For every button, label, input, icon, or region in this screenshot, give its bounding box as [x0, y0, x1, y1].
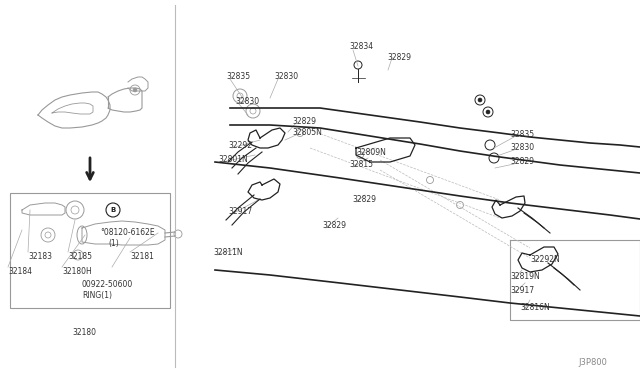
Text: 00922-50600: 00922-50600	[82, 280, 133, 289]
Text: 32917: 32917	[228, 207, 252, 216]
Text: 32805N: 32805N	[292, 128, 322, 137]
Text: 32185: 32185	[68, 252, 92, 261]
Text: 32184: 32184	[8, 267, 32, 276]
Text: 32801N: 32801N	[218, 155, 248, 164]
Circle shape	[133, 88, 137, 92]
Text: 32829: 32829	[387, 53, 411, 62]
Text: 32811N: 32811N	[213, 248, 243, 257]
Text: 32830: 32830	[274, 72, 298, 81]
Text: 32835: 32835	[226, 72, 250, 81]
Text: 32830: 32830	[510, 143, 534, 152]
Text: °08120-6162E: °08120-6162E	[100, 228, 155, 237]
Text: (1): (1)	[108, 239, 119, 248]
Text: 32917: 32917	[510, 286, 534, 295]
Text: 32815: 32815	[349, 160, 373, 169]
Text: 32829: 32829	[322, 221, 346, 230]
Text: 32830: 32830	[235, 97, 259, 106]
Text: B: B	[110, 207, 116, 213]
Text: J3P800: J3P800	[578, 358, 607, 367]
Bar	[10, 193, 170, 308]
Circle shape	[486, 110, 490, 114]
Text: 32819N: 32819N	[510, 272, 540, 281]
Text: 32183: 32183	[28, 252, 52, 261]
Text: 32834: 32834	[349, 42, 373, 51]
Text: 32829: 32829	[352, 195, 376, 204]
Text: 32292N: 32292N	[530, 255, 560, 264]
Text: 32292: 32292	[228, 141, 252, 150]
Text: 32835: 32835	[510, 130, 534, 139]
Text: 32180: 32180	[72, 328, 96, 337]
Text: 32829: 32829	[510, 157, 534, 166]
Text: 32816N: 32816N	[520, 303, 550, 312]
Text: 32180H: 32180H	[62, 267, 92, 276]
Text: 32181: 32181	[130, 252, 154, 261]
Text: 32809N: 32809N	[356, 148, 386, 157]
Circle shape	[478, 98, 482, 102]
Text: RING(1): RING(1)	[82, 291, 112, 300]
Text: 32829: 32829	[292, 117, 316, 126]
